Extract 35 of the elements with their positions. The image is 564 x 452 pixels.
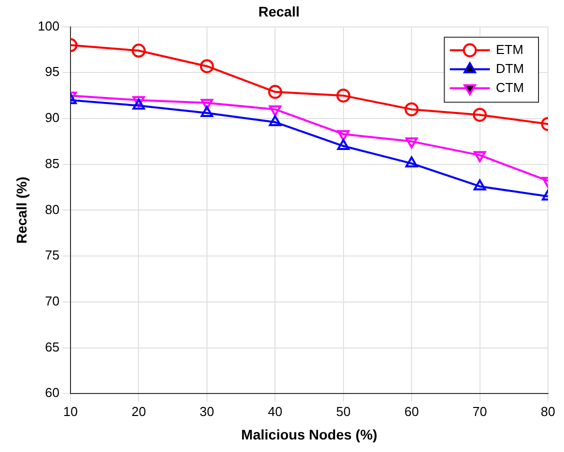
x-tick-label: 40 (268, 404, 282, 419)
y-tick-label: 65 (45, 339, 60, 354)
x-tick-label: 30 (200, 404, 214, 419)
point (474, 179, 486, 190)
point (337, 139, 350, 150)
point (268, 115, 282, 126)
y-tick-label: 90 (45, 110, 60, 126)
y-tick-label: 95 (45, 64, 60, 80)
x-tick-label: 80 (540, 404, 556, 419)
point (405, 156, 418, 168)
chart-title: Recall (258, 3, 300, 20)
y-tick-label: 70 (45, 293, 60, 308)
y-tick-label: 100 (38, 18, 60, 34)
point (132, 98, 145, 110)
point (200, 59, 214, 74)
legend-label: ETM (496, 42, 524, 57)
legend-label: CTM (496, 80, 524, 95)
y-tick-label: 60 (45, 385, 60, 400)
point (472, 108, 487, 122)
legend-label: DTM (496, 60, 524, 76)
x-tick-label: 70 (472, 404, 488, 419)
x-tick-label: 60 (404, 404, 419, 419)
x-axis-title: Malicious Nodes (%) (241, 426, 378, 442)
point (132, 44, 146, 58)
y-tick-label: 85 (45, 156, 60, 171)
x-tick-label: 20 (131, 404, 146, 419)
y-tick-label: 75 (45, 248, 60, 263)
y-axis-title: Recall (%) (13, 176, 30, 244)
x-tick-label: 50 (336, 404, 351, 419)
point (200, 106, 214, 117)
point (268, 84, 282, 99)
x-tick-label: 10 (63, 404, 78, 419)
y-tick-label: 80 (45, 202, 60, 217)
point (336, 88, 350, 103)
point (404, 102, 419, 116)
